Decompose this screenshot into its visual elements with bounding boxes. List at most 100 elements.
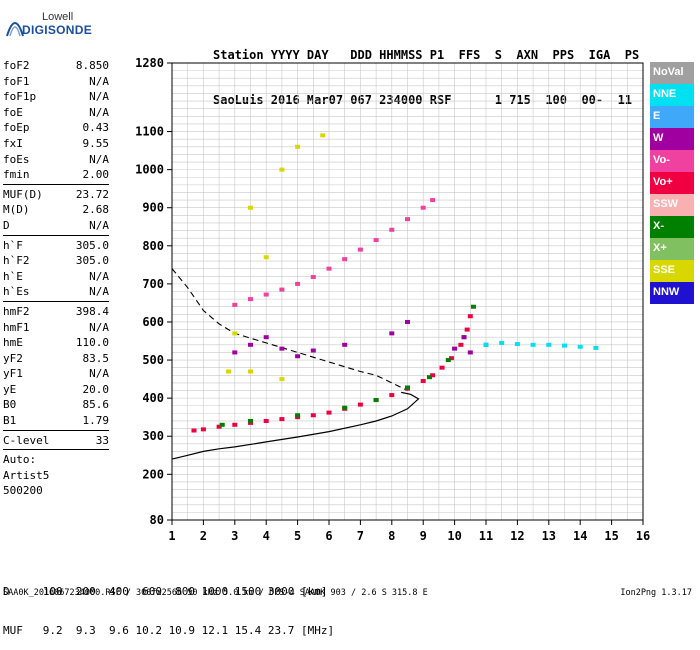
- y-tick-label: 300: [142, 429, 164, 443]
- legend-item: Vo+: [650, 172, 694, 194]
- echo-point: [342, 405, 348, 410]
- param-name: hmF2: [3, 304, 30, 318]
- y-tick-label: 200: [142, 467, 164, 481]
- param-name: yF2: [3, 351, 23, 365]
- param-name: M(D): [3, 203, 30, 217]
- auto-scaler-line: Artist5: [3, 468, 50, 482]
- echo-point: [357, 247, 363, 252]
- param-value: 305.0: [75, 238, 109, 252]
- x-tick-label: 3: [231, 529, 238, 543]
- y-tick-label: 500: [142, 353, 164, 367]
- param-value: 85.6: [82, 398, 110, 412]
- y-tick-label: 600: [142, 315, 164, 329]
- x-tick-label: 2: [200, 529, 207, 543]
- echo-point: [483, 342, 489, 347]
- param-row: h`F 305.0: [3, 238, 109, 254]
- param-name: yF1: [3, 367, 23, 381]
- param-name: foEs: [3, 152, 30, 166]
- param-row: hmF2 398.4: [3, 304, 109, 320]
- param-name: MUF(D): [3, 187, 43, 201]
- param-row: yF1 N/A: [3, 366, 109, 382]
- y-tick-label: 1100: [135, 125, 164, 139]
- param-name: foF1p: [3, 90, 37, 104]
- echo-point: [310, 275, 316, 280]
- param-row: foEp 0.43: [3, 120, 109, 136]
- y-tick-label: 700: [142, 277, 164, 291]
- param-name: fxI: [3, 136, 23, 150]
- param-row: D N/A: [3, 218, 109, 234]
- param-value: 305.0: [75, 254, 109, 268]
- x-tick-label: 5: [294, 529, 301, 543]
- legend-item: E: [650, 106, 694, 128]
- param-value: 1.79: [82, 414, 110, 428]
- echo-point: [248, 418, 253, 423]
- station-header: Station YYYY DAY DDD HHMMSS P1 FFS S AXN…: [213, 18, 639, 123]
- param-row: h`Es N/A: [3, 284, 109, 300]
- param-separator: [3, 183, 109, 185]
- y-tick-label: 1000: [135, 163, 164, 177]
- echo-point: [279, 287, 285, 292]
- param-row: fmin 2.00: [3, 167, 109, 183]
- param-name: h`Es: [3, 285, 30, 299]
- echo-point: [445, 358, 451, 363]
- echo-point: [461, 335, 467, 340]
- param-value: 2.00: [82, 168, 110, 182]
- echo-point: [310, 348, 316, 353]
- echo-point: [448, 356, 454, 361]
- echo-point: [232, 302, 238, 307]
- x-tick-label: 1: [168, 529, 175, 543]
- param-row: B1 1.79: [3, 413, 109, 429]
- logo-line1: Lowell: [42, 11, 74, 23]
- muf-row: MUF 9.2 9.3 9.6 10.2 10.9 12.1 15.4 23.7…: [3, 624, 335, 637]
- legend-item: NNW: [650, 282, 694, 304]
- legend-item: NNE: [650, 84, 694, 106]
- echo-point: [263, 335, 269, 340]
- echo-point: [226, 369, 232, 374]
- legend-item: SSE: [650, 260, 694, 282]
- distance-row: D 100 200 400 600 800 1000 1500 3000 [km…: [3, 585, 328, 598]
- echo-point: [546, 342, 552, 347]
- echo-point: [248, 342, 253, 347]
- param-name: C-level: [3, 433, 50, 447]
- param-value: 8.850: [75, 59, 109, 72]
- echo-point: [248, 205, 253, 210]
- x-tick-label: 8: [388, 529, 395, 543]
- param-row: C-level 33: [3, 433, 109, 449]
- param-row: B0 85.6: [3, 397, 109, 413]
- echo-point: [248, 297, 253, 302]
- legend-item: Vo-: [650, 150, 694, 172]
- echo-point: [430, 198, 436, 203]
- echo-point: [191, 428, 197, 433]
- param-name: foEp: [3, 121, 30, 135]
- param-value: 398.4: [75, 304, 109, 318]
- y-tick-label: 80: [150, 513, 164, 527]
- param-name: D: [3, 218, 10, 232]
- echo-point: [373, 238, 379, 243]
- header-line1: Station YYYY DAY DDD HHMMSS P1 FFS S AXN…: [213, 48, 640, 62]
- echo-point: [467, 314, 473, 319]
- param-value: N/A: [89, 285, 109, 299]
- param-value: 20.0: [82, 382, 110, 396]
- echo-point: [232, 422, 238, 427]
- echo-point: [310, 413, 316, 418]
- param-row: hmF1 N/A: [3, 320, 109, 336]
- y-tick-label: 400: [142, 391, 164, 405]
- echo-point: [216, 424, 222, 429]
- echo-point: [593, 345, 599, 350]
- version-label: Ion2Png 1.3.17: [620, 588, 692, 598]
- echo-point: [263, 418, 269, 423]
- x-tick-label: 7: [357, 529, 364, 543]
- param-value: 9.55: [82, 136, 110, 150]
- param-separator: [3, 300, 109, 302]
- polarization-legend: NoVal NNE E W Vo- Vo+ SSW X- X+ SSE NNW: [650, 62, 694, 304]
- param-value: 83.5: [82, 351, 110, 365]
- echo-point: [279, 377, 285, 382]
- ionogram-chart: 1 2 3 4 5 6 7 8 9 10 11 12 13 14 15 1680200300400500600…: [135, 56, 650, 543]
- x-tick-label: 12: [510, 529, 524, 543]
- electron-density-profile: [171, 391, 420, 460]
- legend-item: X-: [650, 216, 694, 238]
- echo-point: [263, 255, 269, 260]
- echo-point: [452, 346, 458, 351]
- echo-point: [342, 342, 348, 347]
- echo-point: [464, 327, 470, 332]
